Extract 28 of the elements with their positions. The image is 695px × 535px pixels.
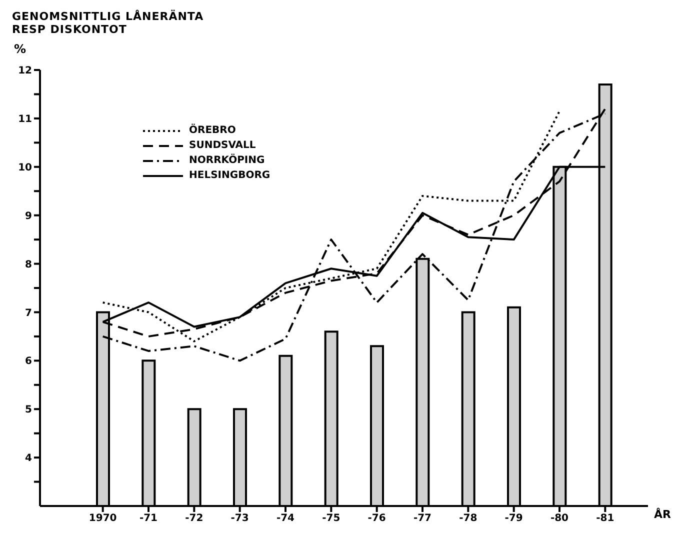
y-tick-label: 8 bbox=[25, 259, 32, 270]
x-axis-title: ÅR bbox=[654, 508, 671, 521]
y-tick-label: 7 bbox=[25, 308, 32, 319]
x-tick-label: 1970 bbox=[88, 513, 117, 524]
y-tick-label: 10 bbox=[18, 162, 32, 174]
legend-label: SUNDSVALL bbox=[189, 139, 256, 153]
y-tick-label: 4 bbox=[25, 453, 32, 464]
x-tick-label: -73 bbox=[230, 513, 249, 524]
x-tick-label: -72 bbox=[185, 513, 204, 524]
x-tick-label: -80 bbox=[550, 513, 569, 524]
y-tick-label: 11 bbox=[18, 114, 32, 125]
x-tick-label: -81 bbox=[596, 513, 614, 524]
legend-label: NORRKÖPING bbox=[189, 153, 265, 168]
y-tick-label: 12 bbox=[18, 66, 32, 77]
y-tick-label: 9 bbox=[25, 210, 32, 222]
y-tick-label: 5 bbox=[25, 404, 32, 416]
x-tick-label: -75 bbox=[322, 513, 340, 524]
x-tick-label: -71 bbox=[139, 513, 158, 524]
x-tick-label: -74 bbox=[276, 513, 295, 524]
legend-label: ÖREBRO bbox=[189, 123, 236, 138]
x-tick-label: -79 bbox=[504, 513, 523, 524]
legend-label: HELSINGBORG bbox=[189, 169, 270, 183]
x-tick-label: -76 bbox=[368, 513, 386, 524]
y-tick-label: 6 bbox=[25, 356, 32, 368]
y-axis-title: % bbox=[14, 42, 26, 56]
x-tick-label: -78 bbox=[459, 513, 478, 524]
x-tick-label: -77 bbox=[413, 513, 432, 524]
chart-title: GENOMSNITTLIG LÅNERÄNTA RESP DISKONTOT bbox=[12, 10, 205, 36]
